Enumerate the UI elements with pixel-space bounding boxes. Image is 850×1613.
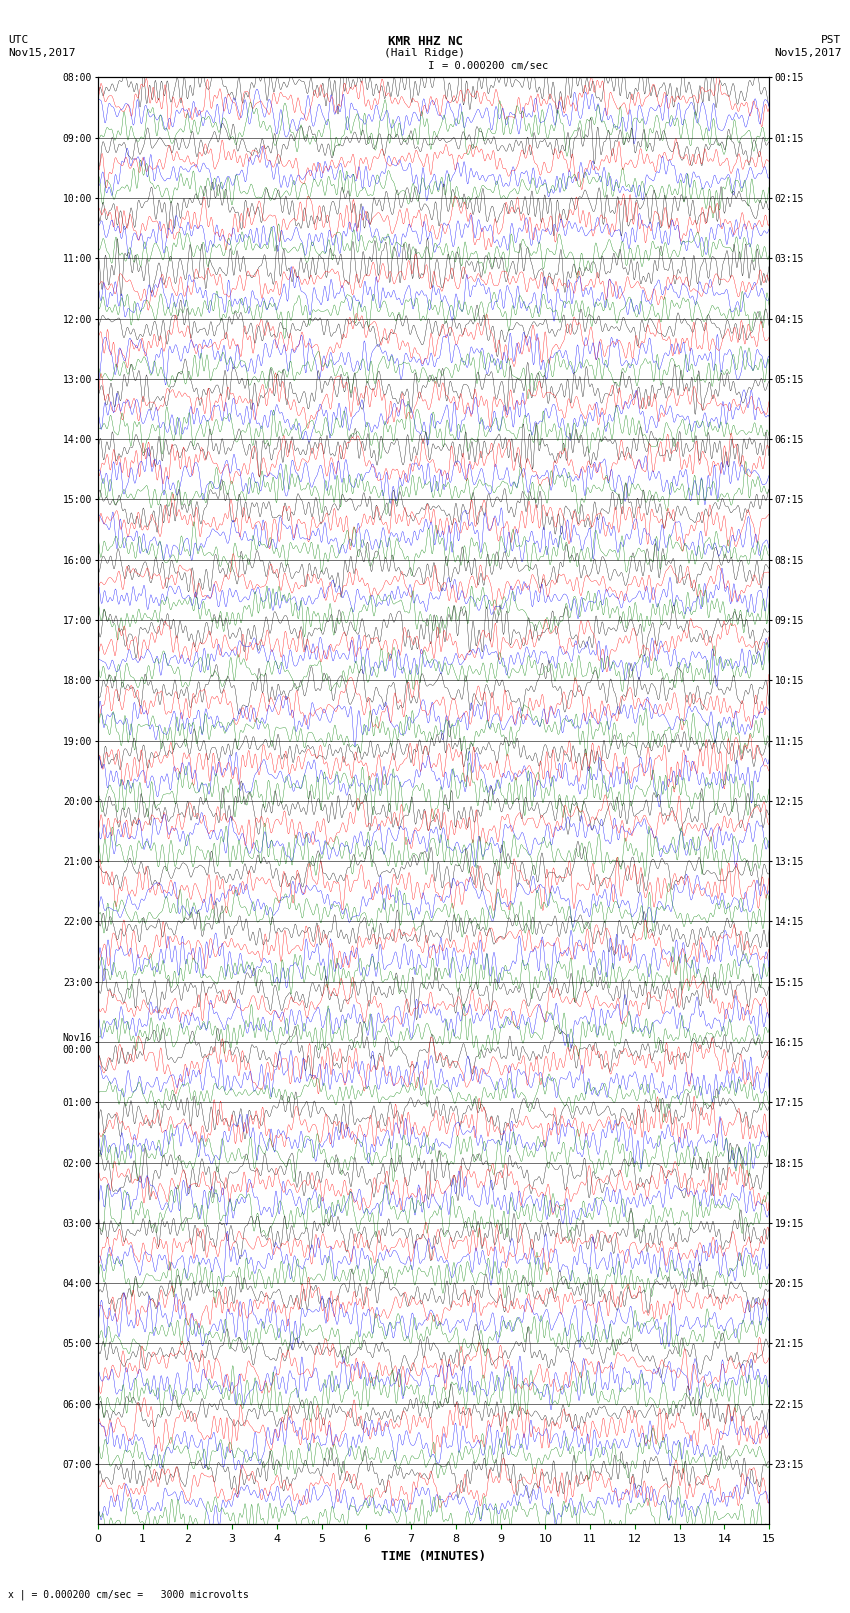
Text: (Hail Ridge): (Hail Ridge) bbox=[384, 48, 466, 58]
Text: Nov15,2017: Nov15,2017 bbox=[8, 48, 76, 58]
Text: Nov15,2017: Nov15,2017 bbox=[774, 48, 842, 58]
Text: UTC: UTC bbox=[8, 35, 29, 45]
Text: x | = 0.000200 cm/sec =   3000 microvolts: x | = 0.000200 cm/sec = 3000 microvolts bbox=[8, 1589, 249, 1600]
Text: = 0.000200 cm/sec: = 0.000200 cm/sec bbox=[442, 61, 548, 71]
Text: PST: PST bbox=[821, 35, 842, 45]
Text: I: I bbox=[428, 61, 435, 71]
Text: KMR HHZ NC: KMR HHZ NC bbox=[388, 35, 462, 48]
X-axis label: TIME (MINUTES): TIME (MINUTES) bbox=[381, 1550, 486, 1563]
